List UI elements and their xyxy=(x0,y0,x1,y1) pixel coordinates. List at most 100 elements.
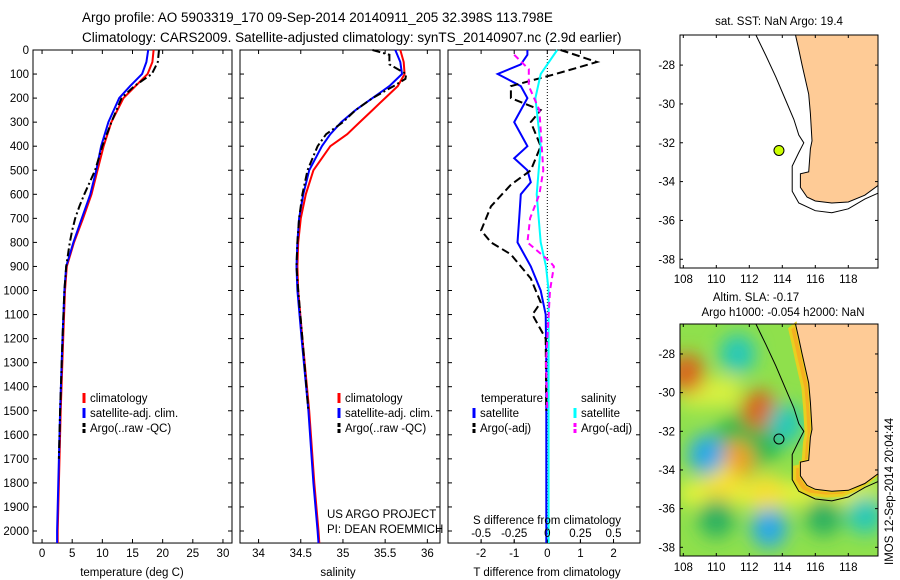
legend-title-temperature: temperature xyxy=(481,393,543,405)
lon-tick-label: 114 xyxy=(773,562,792,574)
y-tick-label: 1100 xyxy=(4,310,29,322)
lat-tick-label: -32 xyxy=(658,426,675,438)
legend-label: Argo(-adj) xyxy=(581,423,632,435)
x-tick-label: 10 xyxy=(96,548,109,560)
sla-map-title: Altim. SLA: -0.17 xyxy=(713,292,799,304)
sla-anomalies xyxy=(680,333,878,548)
sla-anomaly xyxy=(805,496,842,537)
s-tick-label: 0 xyxy=(544,528,550,540)
lat-tick-label: -36 xyxy=(658,215,675,227)
argo-position-marker xyxy=(773,433,785,445)
y-tick-label: 500 xyxy=(10,165,29,177)
y-tick-label: 1400 xyxy=(3,382,29,394)
x-tick-label: 35 xyxy=(337,548,350,560)
land xyxy=(794,34,879,204)
legend-label: Argo(..raw -QC) xyxy=(90,423,171,435)
lon-tick-label: 108 xyxy=(674,562,693,574)
legend-label: satellite xyxy=(480,408,519,420)
y-tick-label: 1900 xyxy=(3,502,29,514)
imos-timestamp: IMOS 12-Sep-2014 20:04:44 xyxy=(884,417,896,565)
sst-map-title: sat. SST: NaN Argo: 19.4 xyxy=(715,16,843,28)
legend-label: Argo(..raw -QC) xyxy=(345,423,426,435)
lat-tick-label: -36 xyxy=(658,504,675,516)
x-tick-label: 1 xyxy=(577,548,583,560)
s-axis-label: S difference from climatology xyxy=(473,515,621,527)
x-tick-label: 36 xyxy=(421,548,434,560)
shelf-contour xyxy=(755,323,879,502)
legend-label: satellite-adj. clim. xyxy=(90,408,178,420)
lat-tick-label: -28 xyxy=(658,349,675,361)
x-tick-label: 20 xyxy=(156,548,169,560)
y-tick-label: 900 xyxy=(10,261,29,273)
x-tick-label: 2 xyxy=(610,548,616,560)
sla-anomaly xyxy=(703,463,740,504)
legend-title-salinity: salinity xyxy=(581,393,616,405)
plot-frame xyxy=(447,49,641,544)
y-tick-label: 1500 xyxy=(3,406,29,418)
y-tick-label: 1000 xyxy=(3,286,29,298)
y-tick-label: 300 xyxy=(10,117,29,129)
map-frame xyxy=(679,34,879,269)
lon-tick-label: 118 xyxy=(839,274,857,286)
y-tick-label: 700 xyxy=(10,213,29,225)
x-tick-label: -1 xyxy=(509,548,519,560)
land xyxy=(794,323,879,492)
lon-tick-label: 112 xyxy=(740,562,758,574)
y-tick-label: 2000 xyxy=(3,526,29,538)
argo-position-marker xyxy=(773,144,785,156)
y-tick-label: 400 xyxy=(10,141,29,153)
lon-tick-label: 110 xyxy=(707,562,725,574)
sla-anomaly xyxy=(688,434,725,475)
y-tick-label: 100 xyxy=(10,69,29,81)
y-tick-label: 1200 xyxy=(3,334,29,346)
sst-map-panel: 108 110 112 114 116 118 -28 -30 -32 -34 -36 -38 sat.… xyxy=(658,16,879,286)
s-tick-label: 0.5 xyxy=(606,528,622,540)
s-tick-label: -0.25 xyxy=(501,528,527,540)
x-tick-label: 5 xyxy=(69,548,75,560)
lat-tick-label: -38 xyxy=(658,542,675,554)
difference-panel: -2 -1 0 1 2 -0.5 -0.25 0 0.25 0.5S difference fro… xyxy=(447,49,641,579)
lat-tick-label: -30 xyxy=(658,99,675,111)
credit-pi: PI: DEAN ROEMMICH xyxy=(327,524,443,536)
sla-map-subtitle: Argo h1000: -0.054 h2000: NaN xyxy=(701,307,864,319)
y-tick-label: 800 xyxy=(10,237,29,249)
argo-profile-line xyxy=(295,49,408,411)
lon-tick-label: 118 xyxy=(839,562,857,574)
figure-title-line1: Argo profile: AO 5903319_170 09-Sep-2014… xyxy=(82,10,553,25)
sla-anomaly xyxy=(680,353,705,394)
argo-profile-line xyxy=(57,49,160,459)
lon-tick-label: 110 xyxy=(707,274,725,286)
sla-anomaly xyxy=(719,333,756,374)
legend-label: satellite-adj. clim. xyxy=(345,408,433,420)
sla-anomaly xyxy=(698,498,735,539)
lat-tick-label: -28 xyxy=(658,60,675,72)
y-tick-label: 1300 xyxy=(3,358,29,370)
lat-tick-label: -32 xyxy=(658,138,675,150)
temperature-satellite-line xyxy=(495,50,548,543)
s-tick-label: -0.5 xyxy=(471,528,491,540)
x-tick-label: 0 xyxy=(544,548,550,560)
y-tick-label: 0 xyxy=(23,45,29,57)
y-tick-label: 1800 xyxy=(3,478,29,490)
x-tick-label: -2 xyxy=(476,548,486,560)
salinity-argo-line xyxy=(513,54,555,411)
sla-anomaly xyxy=(767,403,804,444)
map-frame xyxy=(679,323,879,557)
salinity-satellite-line xyxy=(534,49,559,543)
lon-tick-label: 112 xyxy=(740,274,758,286)
lon-tick-label: 116 xyxy=(806,562,824,574)
y-tick-label: 600 xyxy=(10,189,29,201)
shelf-contour xyxy=(755,34,879,214)
plot-frame xyxy=(239,49,441,544)
temperature-panel: 0100200300400500600700800900100011001200… xyxy=(3,45,233,579)
satellite-adj-clim-line xyxy=(56,49,150,543)
legend-label: climatology xyxy=(345,393,403,405)
lat-tick-label: -34 xyxy=(658,177,675,189)
lon-tick-label: 116 xyxy=(806,274,824,286)
legend-label: Argo(-adj) xyxy=(480,423,531,435)
x-axis-label: T difference from climatology xyxy=(473,567,620,579)
sla-anomaly xyxy=(751,507,788,548)
lat-tick-label: -34 xyxy=(658,465,675,477)
lon-tick-label: 114 xyxy=(773,274,792,286)
